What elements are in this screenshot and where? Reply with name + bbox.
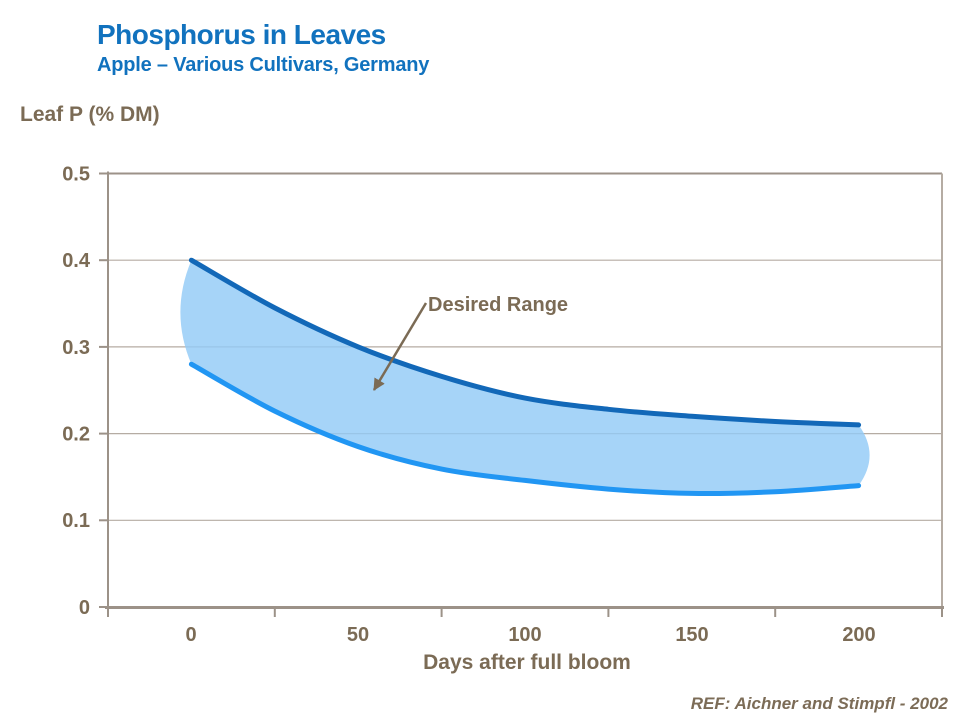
axes (99, 171, 944, 617)
page-subtitle: Apple – Various Cultivars, Germany (97, 54, 430, 76)
y-tick-label-0.4: 0.4 (62, 250, 91, 272)
x-tick-label-50: 50 (347, 624, 369, 646)
x-tick-label-0: 0 (185, 624, 196, 646)
page-title: Phosphorus in Leaves (97, 19, 386, 50)
annotation-arrow (372, 302, 428, 391)
x-axis-title: Days after full bloom (423, 651, 631, 674)
y-tick-label-0.5: 0.5 (62, 164, 90, 186)
y-axis-title: Leaf P (% DM) (20, 103, 160, 126)
x-tick-label-150: 150 (675, 624, 708, 646)
upper-limit-line (188, 257, 862, 428)
y-tick-label-0.1: 0.1 (62, 510, 90, 532)
lower-limit-line (188, 361, 862, 497)
y-tick-label-0: 0 (79, 597, 90, 619)
x-tick-label-200: 200 (842, 624, 875, 646)
reference-text: REF: Aichner and Stimpfl - 2002 (691, 694, 949, 713)
y-tick-label-0.3: 0.3 (62, 337, 90, 359)
band-fill (180, 260, 870, 494)
x-tick-label-100: 100 (508, 624, 541, 646)
y-tick-label-0.2: 0.2 (62, 424, 90, 446)
annotation-label: Desired Range (428, 294, 568, 316)
desired-range-band (180, 257, 870, 497)
